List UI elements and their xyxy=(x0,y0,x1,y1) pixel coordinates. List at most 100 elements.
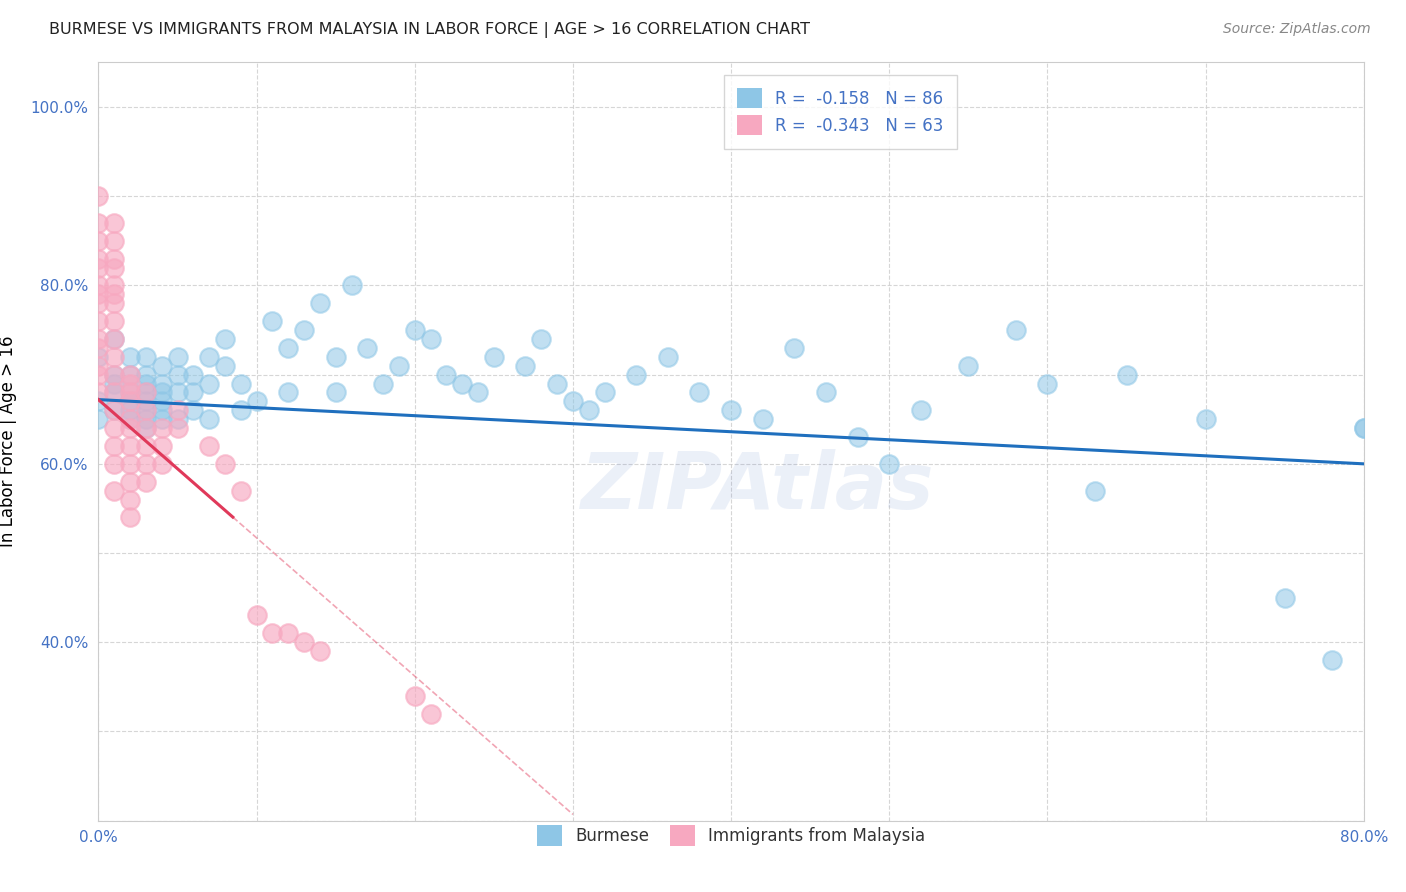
Point xyxy=(578,403,600,417)
Point xyxy=(87,332,110,346)
Point xyxy=(135,394,157,409)
Point xyxy=(1036,376,1059,391)
Point xyxy=(910,403,932,417)
Point xyxy=(120,368,141,382)
Point xyxy=(166,421,188,435)
Point xyxy=(120,457,141,471)
Point xyxy=(135,385,157,400)
Point xyxy=(657,350,679,364)
Point xyxy=(356,341,378,355)
Point xyxy=(150,457,173,471)
Point xyxy=(103,216,125,230)
Point xyxy=(340,278,363,293)
Point xyxy=(87,216,110,230)
Point xyxy=(135,368,157,382)
Point xyxy=(419,706,441,721)
Point xyxy=(87,359,110,373)
Point xyxy=(419,332,441,346)
Point xyxy=(120,421,141,435)
Point xyxy=(325,350,347,364)
Point xyxy=(87,278,110,293)
Point xyxy=(229,483,252,498)
Point xyxy=(530,332,553,346)
Point xyxy=(135,385,157,400)
Point xyxy=(846,430,869,444)
Point xyxy=(166,368,188,382)
Point xyxy=(404,689,426,703)
Point xyxy=(1194,412,1216,426)
Point xyxy=(1353,421,1375,435)
Point xyxy=(87,252,110,266)
Point xyxy=(246,608,269,623)
Point xyxy=(135,421,157,435)
Point xyxy=(720,403,742,417)
Point xyxy=(103,234,125,248)
Point xyxy=(103,332,125,346)
Point xyxy=(688,385,710,400)
Point xyxy=(262,626,284,640)
Point xyxy=(229,376,252,391)
Point xyxy=(166,385,188,400)
Point xyxy=(198,412,221,426)
Point xyxy=(783,341,806,355)
Point xyxy=(150,439,173,453)
Point xyxy=(262,314,284,328)
Point xyxy=(1353,421,1375,435)
Point xyxy=(877,457,900,471)
Point xyxy=(482,350,505,364)
Point xyxy=(103,287,125,301)
Point xyxy=(103,252,125,266)
Point xyxy=(135,412,157,426)
Point xyxy=(87,287,110,301)
Point xyxy=(183,385,205,400)
Point xyxy=(120,510,141,524)
Point xyxy=(1274,591,1296,605)
Point xyxy=(150,403,173,417)
Point xyxy=(135,421,157,435)
Point xyxy=(150,394,173,409)
Point xyxy=(87,189,110,203)
Point xyxy=(957,359,980,373)
Point xyxy=(277,626,299,640)
Point xyxy=(1115,368,1137,382)
Point xyxy=(135,350,157,364)
Point xyxy=(388,359,411,373)
Point xyxy=(229,403,252,417)
Point xyxy=(246,394,269,409)
Point xyxy=(103,385,125,400)
Point xyxy=(87,350,110,364)
Point xyxy=(120,394,141,409)
Point xyxy=(166,412,188,426)
Point xyxy=(1004,323,1026,337)
Text: Source: ZipAtlas.com: Source: ZipAtlas.com xyxy=(1223,22,1371,37)
Point xyxy=(87,341,110,355)
Text: BURMESE VS IMMIGRANTS FROM MALAYSIA IN LABOR FORCE | AGE > 16 CORRELATION CHART: BURMESE VS IMMIGRANTS FROM MALAYSIA IN L… xyxy=(49,22,810,38)
Point xyxy=(120,412,141,426)
Point xyxy=(120,492,141,507)
Point xyxy=(120,475,141,489)
Point xyxy=(135,475,157,489)
Point xyxy=(135,403,157,417)
Point xyxy=(120,368,141,382)
Text: ZIPAtlas: ZIPAtlas xyxy=(579,449,934,525)
Point xyxy=(436,368,458,382)
Point xyxy=(120,385,141,400)
Point xyxy=(103,350,125,364)
Point xyxy=(103,314,125,328)
Point xyxy=(214,457,236,471)
Point xyxy=(309,644,332,658)
Point xyxy=(214,359,236,373)
Y-axis label: In Labor Force | Age > 16: In Labor Force | Age > 16 xyxy=(0,335,17,548)
Point xyxy=(515,359,537,373)
Point xyxy=(87,385,110,400)
Point xyxy=(325,385,347,400)
Point xyxy=(150,412,173,426)
Point xyxy=(277,385,299,400)
Point xyxy=(120,350,141,364)
Point xyxy=(166,403,188,417)
Point xyxy=(624,368,647,382)
Point xyxy=(135,439,157,453)
Point xyxy=(103,385,125,400)
Point xyxy=(1322,653,1344,667)
Point xyxy=(87,260,110,275)
